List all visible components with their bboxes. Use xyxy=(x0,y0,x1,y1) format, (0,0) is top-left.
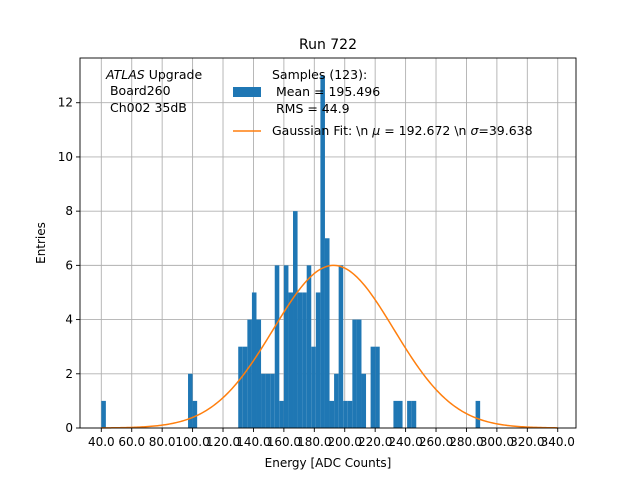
x-axis-ticks: 40.0 60.0 80.0 100.0120.0140.0160.0180.0200… xyxy=(88,428,575,449)
histogram-bar xyxy=(320,75,325,428)
y-axis-title: Entries xyxy=(34,222,48,264)
legend-fit-prefix: Gaussian Fit: \n xyxy=(272,123,372,138)
x-tick-label: 120.0 xyxy=(206,435,240,449)
histogram-bar xyxy=(242,346,248,428)
x-tick-label: 40.0 xyxy=(88,435,115,449)
histogram-bar xyxy=(324,238,330,428)
histogram-bar xyxy=(270,373,275,428)
histogram-bar xyxy=(315,292,321,428)
histogram-bar xyxy=(411,400,417,428)
x-tick-label: 180.0 xyxy=(297,435,331,449)
histogram-bar xyxy=(265,373,271,428)
histogram-bar xyxy=(192,400,198,428)
annotation-line-1: ATLAS Upgrade xyxy=(105,67,202,82)
y-tick-label: 6 xyxy=(65,258,73,272)
histogram-bar xyxy=(356,319,362,428)
histogram-bar xyxy=(279,400,284,428)
histogram-bar xyxy=(261,373,266,428)
y-axis-ticks: 0 2 4 6 8 10 12 xyxy=(58,96,80,435)
histogram-bar xyxy=(375,346,380,428)
histogram-bar xyxy=(338,265,344,428)
legend-swatch-histogram xyxy=(233,87,261,97)
histogram-bar xyxy=(397,400,403,428)
histogram-bar xyxy=(188,373,193,428)
histogram-bar xyxy=(238,346,243,428)
x-tick-label: 300.0 xyxy=(480,435,514,449)
legend-histogram-mean: Mean = 195.496 xyxy=(272,84,380,99)
histogram-bar xyxy=(343,400,348,428)
histogram-bar xyxy=(393,400,398,428)
histogram-bar xyxy=(256,319,262,428)
histogram-bar xyxy=(334,373,339,428)
legend-fit-sigma-value: =39.638 xyxy=(478,123,532,138)
x-tick-label: 100.0 xyxy=(175,435,209,449)
histogram-bar xyxy=(311,346,316,428)
y-tick-label: 4 xyxy=(65,313,73,327)
histogram-bar xyxy=(288,292,294,428)
x-tick-label: 240.0 xyxy=(388,435,422,449)
x-tick-label: 340.0 xyxy=(541,435,575,449)
x-tick-label: 160.0 xyxy=(267,435,301,449)
x-tick-label: 320.0 xyxy=(510,435,544,449)
legend-fit-sigma-symbol: σ xyxy=(470,123,479,138)
legend-histogram-rms: RMS = 44.9 xyxy=(272,101,350,116)
histogram-bar xyxy=(329,400,335,428)
x-tick-label: 140.0 xyxy=(236,435,270,449)
x-tick-label: 200.0 xyxy=(328,435,362,449)
histogram-bar xyxy=(274,265,280,428)
y-tick-label: 10 xyxy=(58,150,73,164)
histogram-bar xyxy=(475,400,481,428)
legend: Samples (123): Mean = 195.496 RMS = 44.9… xyxy=(233,67,533,138)
x-axis-title: Energy [ADC Counts] xyxy=(265,456,392,470)
annotation-line-3: Ch002 35dB xyxy=(106,100,187,115)
histogram-bar xyxy=(407,400,412,428)
annotation-line-2: Board260 xyxy=(106,83,171,98)
x-tick-label: 80.0 xyxy=(149,435,176,449)
x-tick-label: 280.0 xyxy=(449,435,483,449)
legend-fit-mu-symbol: μ xyxy=(371,123,380,138)
histogram-bar xyxy=(306,265,312,428)
histogram-bar xyxy=(297,292,303,428)
plot-frame xyxy=(79,57,577,429)
annotation-upgrade: Upgrade xyxy=(145,67,203,82)
x-tick-label: 260.0 xyxy=(419,435,453,449)
histogram-bar xyxy=(370,346,376,428)
histogram-bars xyxy=(101,75,481,428)
annotation-atlas: ATLAS xyxy=(105,67,145,82)
y-tick-label: 2 xyxy=(65,367,73,381)
grid xyxy=(80,58,576,429)
gaussian-fit-curve xyxy=(101,264,558,429)
legend-histogram-label: Samples (123): xyxy=(272,67,367,82)
histogram-bar xyxy=(352,319,357,428)
histogram-bar xyxy=(302,292,307,428)
chart-title: Run 722 xyxy=(299,37,357,53)
histogram-bar xyxy=(101,400,106,428)
y-tick-label: 8 xyxy=(65,204,73,218)
y-tick-label: 0 xyxy=(65,421,73,435)
atlas-annotation: ATLAS Upgrade Board260 Ch002 35dB xyxy=(105,67,202,115)
histogram-bar xyxy=(283,265,289,428)
histogram-bar xyxy=(293,211,298,428)
y-tick-label: 12 xyxy=(58,96,73,110)
x-tick-label: 220.0 xyxy=(358,435,392,449)
legend-fit-label: Gaussian Fit: \n μ = 192.672 \n σ=39.638 xyxy=(272,123,533,138)
x-tick-label: 60.0 xyxy=(118,435,145,449)
histogram-bar xyxy=(361,373,367,428)
legend-fit-mu-value: = 192.672 \n xyxy=(380,123,470,138)
histogram-bar xyxy=(347,400,353,428)
histogram-bar xyxy=(247,319,252,428)
